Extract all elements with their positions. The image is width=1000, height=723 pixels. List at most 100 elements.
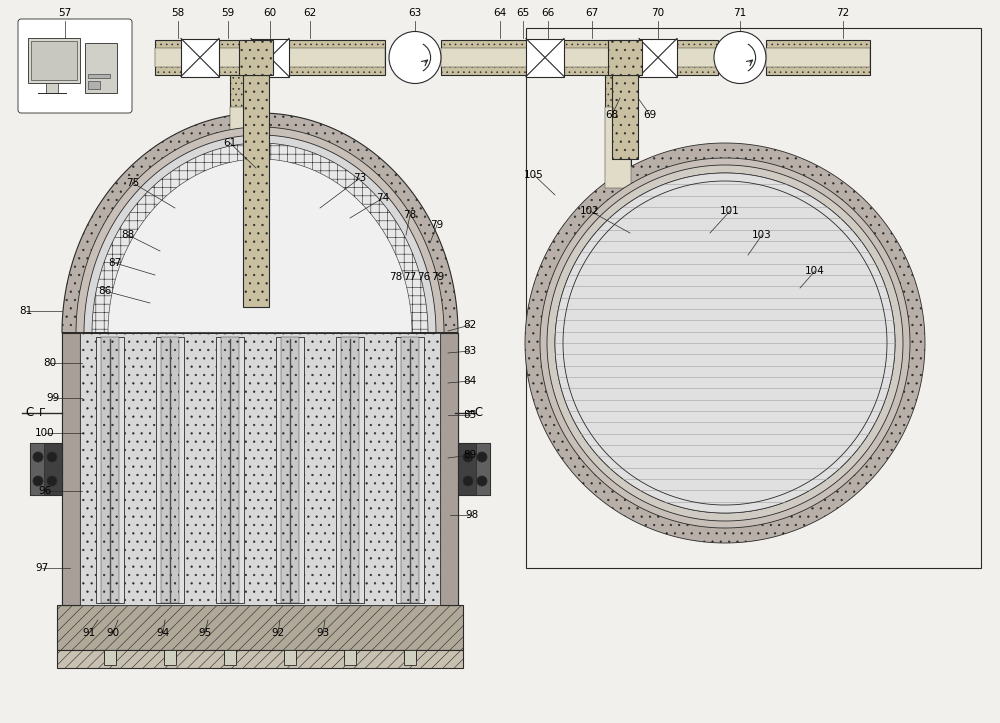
- Bar: [85, 43, 117, 93]
- Bar: [404, 650, 416, 665]
- Text: 103: 103: [752, 230, 772, 240]
- Text: 71: 71: [733, 8, 747, 18]
- Circle shape: [47, 476, 57, 486]
- Bar: [289, 48, 385, 67]
- Bar: [639, 38, 677, 77]
- Bar: [57, 605, 463, 650]
- Text: 67: 67: [585, 8, 599, 18]
- Text: 88: 88: [121, 230, 135, 240]
- Bar: [164, 650, 176, 665]
- FancyBboxPatch shape: [18, 19, 132, 113]
- Bar: [677, 48, 718, 67]
- Text: 91: 91: [82, 628, 96, 638]
- Text: 78: 78: [403, 210, 417, 220]
- Bar: [276, 337, 304, 603]
- Text: 78: 78: [389, 272, 403, 282]
- Text: 94: 94: [156, 628, 170, 638]
- Text: 72: 72: [836, 8, 850, 18]
- Circle shape: [477, 476, 487, 486]
- Bar: [341, 337, 359, 603]
- Text: 97: 97: [35, 563, 49, 573]
- Bar: [20, 21, 130, 111]
- Bar: [101, 337, 119, 603]
- Text: 84: 84: [463, 376, 477, 386]
- Bar: [28, 38, 80, 83]
- Bar: [219, 48, 258, 67]
- Text: 79: 79: [430, 220, 444, 230]
- Text: 76: 76: [417, 272, 431, 282]
- Text: 95: 95: [198, 628, 212, 638]
- Text: 86: 86: [98, 286, 112, 296]
- Text: 96: 96: [38, 486, 52, 496]
- Bar: [221, 337, 239, 603]
- Text: 70: 70: [651, 8, 665, 18]
- Text: 59: 59: [221, 8, 235, 18]
- Text: 81: 81: [19, 306, 33, 316]
- Polygon shape: [555, 173, 895, 513]
- Bar: [155, 40, 193, 75]
- Bar: [401, 337, 419, 603]
- Bar: [181, 38, 219, 77]
- Bar: [104, 650, 116, 665]
- Bar: [230, 107, 256, 188]
- Bar: [336, 337, 364, 603]
- Text: 89: 89: [463, 450, 477, 460]
- Bar: [612, 75, 638, 159]
- Bar: [224, 650, 236, 665]
- Bar: [219, 40, 258, 75]
- Bar: [251, 38, 289, 77]
- Bar: [62, 333, 80, 605]
- Bar: [440, 333, 458, 605]
- Text: 102: 102: [580, 206, 600, 216]
- Bar: [441, 40, 533, 75]
- Bar: [441, 48, 533, 67]
- Bar: [284, 650, 296, 665]
- Bar: [243, 75, 269, 307]
- Bar: [62, 333, 458, 605]
- Bar: [610, 48, 648, 67]
- Circle shape: [714, 32, 766, 83]
- Text: Γ: Γ: [39, 408, 45, 418]
- Text: 61: 61: [223, 138, 237, 148]
- Text: 58: 58: [171, 8, 185, 18]
- Text: ¬C: ¬C: [466, 406, 484, 419]
- Text: 101: 101: [720, 206, 740, 216]
- Bar: [46, 83, 58, 93]
- Circle shape: [463, 476, 473, 486]
- Circle shape: [389, 32, 441, 83]
- Bar: [476, 443, 490, 495]
- Bar: [766, 48, 870, 67]
- Bar: [281, 337, 299, 603]
- Text: 57: 57: [58, 8, 72, 18]
- Bar: [161, 337, 179, 603]
- Bar: [30, 443, 62, 495]
- Bar: [289, 40, 385, 75]
- Text: 77: 77: [403, 272, 417, 282]
- Text: 79: 79: [431, 272, 445, 282]
- Bar: [605, 107, 631, 188]
- Text: C: C: [26, 406, 34, 419]
- Circle shape: [33, 476, 43, 486]
- Bar: [564, 40, 610, 75]
- Bar: [526, 28, 981, 568]
- Bar: [30, 443, 44, 495]
- Text: 85: 85: [463, 410, 477, 420]
- Text: 75: 75: [126, 178, 140, 188]
- Bar: [396, 337, 424, 603]
- Bar: [564, 48, 610, 67]
- Text: 64: 64: [493, 8, 507, 18]
- Text: 92: 92: [271, 628, 285, 638]
- Text: 60: 60: [263, 8, 277, 18]
- Text: 63: 63: [408, 8, 422, 18]
- Bar: [31, 41, 77, 80]
- Text: 65: 65: [516, 8, 530, 18]
- Bar: [766, 40, 870, 75]
- Bar: [80, 333, 440, 605]
- Text: 74: 74: [376, 193, 390, 203]
- Text: 73: 73: [353, 173, 367, 183]
- Polygon shape: [525, 143, 925, 543]
- Polygon shape: [540, 158, 910, 528]
- Polygon shape: [108, 159, 412, 333]
- Text: 62: 62: [303, 8, 317, 18]
- Bar: [677, 40, 718, 75]
